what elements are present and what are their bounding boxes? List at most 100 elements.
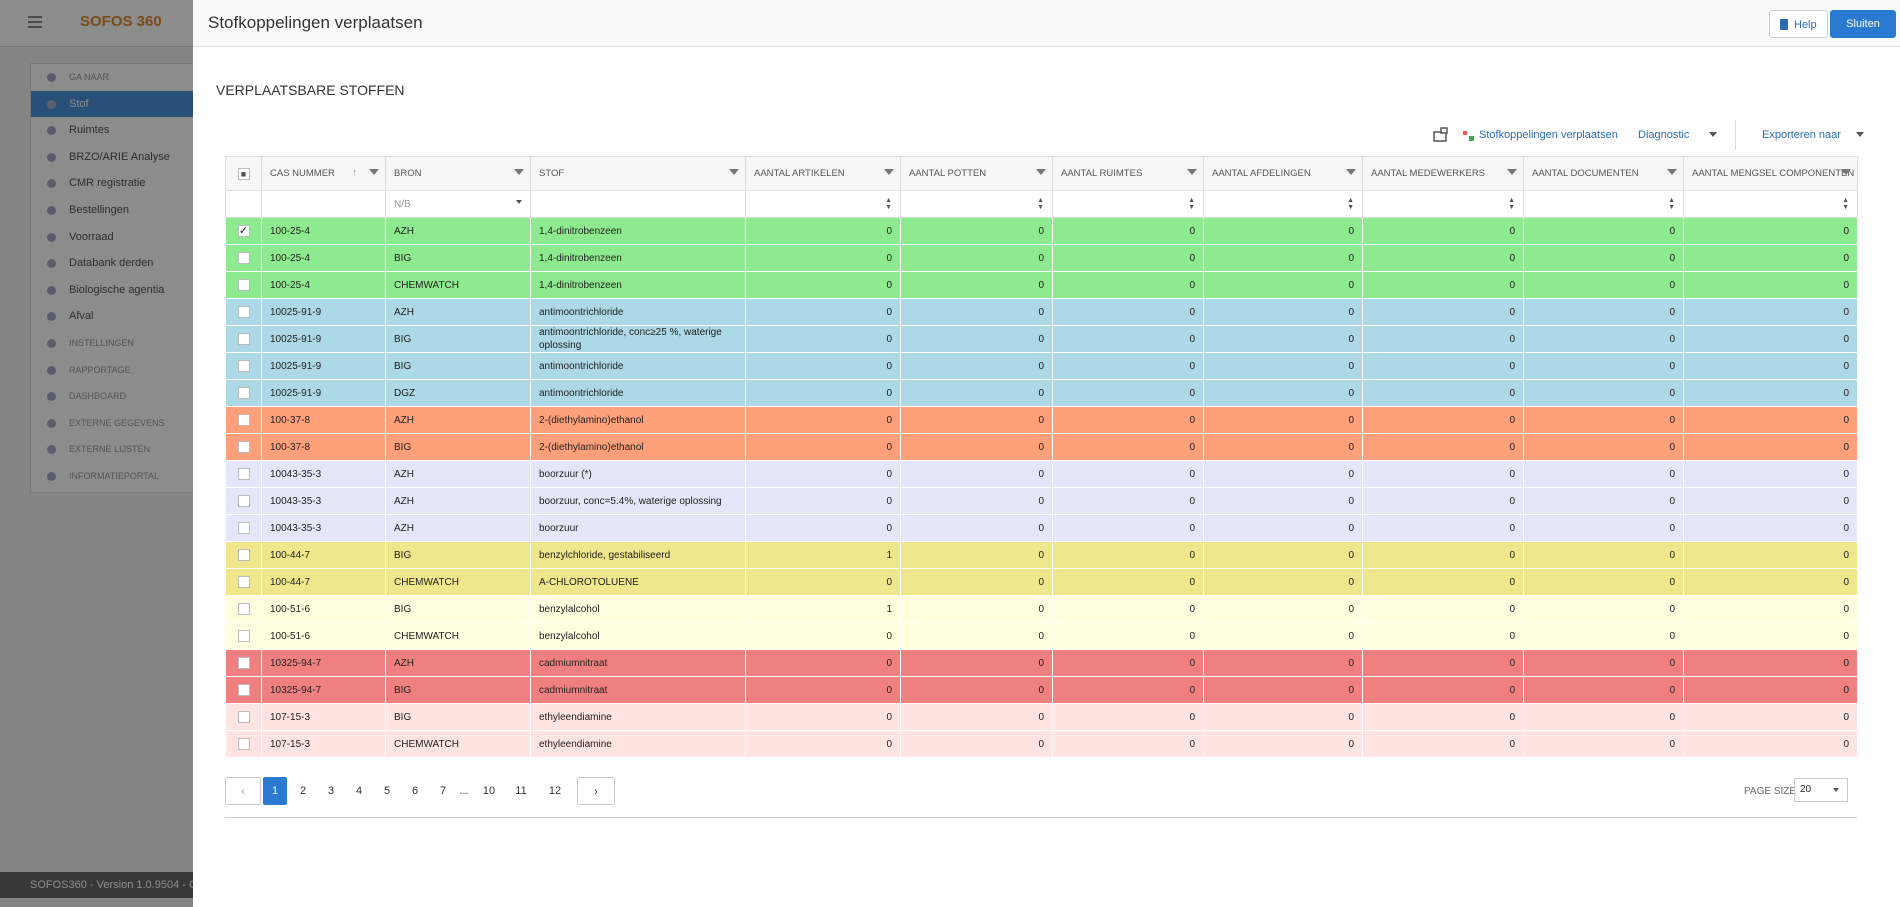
column-header[interactable]: STOF xyxy=(530,156,746,191)
nav-section[interactable]: INSTELLINGEN xyxy=(31,330,231,357)
filter-icon[interactable] xyxy=(1841,169,1851,175)
checkbox[interactable] xyxy=(237,711,250,723)
column-header[interactable]: AANTAL DOCUMENTEN xyxy=(1523,156,1684,191)
column-header[interactable]: AANTAL MENGSEL COMPONENTEN xyxy=(1683,156,1858,191)
layout-icon[interactable] xyxy=(1433,127,1449,143)
filter-cell[interactable]: ▲ ▼ xyxy=(745,190,901,218)
filter-icon[interactable] xyxy=(729,169,739,175)
checkbox[interactable] xyxy=(237,549,250,561)
close-button[interactable]: Sluiten xyxy=(1830,10,1896,38)
row-select[interactable] xyxy=(225,352,262,380)
nav-item[interactable]: Ruimtes xyxy=(31,117,231,144)
row-select[interactable] xyxy=(225,325,262,353)
row-select[interactable]: ✓ xyxy=(225,217,262,245)
column-header[interactable]: AANTAL ARTIKELEN xyxy=(745,156,901,191)
row-select[interactable] xyxy=(225,649,262,677)
filter-cell[interactable]: ▲ ▼ xyxy=(1523,190,1684,218)
checkbox[interactable] xyxy=(237,603,250,615)
row-select[interactable] xyxy=(225,595,262,623)
page-button[interactable]: 5 xyxy=(383,785,391,797)
filter-icon[interactable] xyxy=(1667,169,1677,175)
diagnostic-dropdown[interactable]: Diagnostic xyxy=(1638,129,1690,141)
row-select[interactable] xyxy=(225,568,262,596)
filter-cell[interactable]: ▲ ▼ xyxy=(1683,190,1858,218)
row-select[interactable] xyxy=(225,460,262,488)
column-header[interactable]: AANTAL POTTEN xyxy=(900,156,1053,191)
checkbox[interactable] xyxy=(237,360,250,372)
filter-cell[interactable]: ▲ ▼ xyxy=(900,190,1053,218)
checkbox[interactable] xyxy=(237,522,250,534)
checkbox[interactable] xyxy=(237,684,250,696)
column-header[interactable]: AANTAL RUIMTES xyxy=(1052,156,1204,191)
row-select[interactable] xyxy=(225,244,262,272)
filter-cell[interactable] xyxy=(530,190,746,218)
row-select[interactable] xyxy=(225,514,262,542)
checkbox[interactable] xyxy=(237,306,250,318)
page-button[interactable]: 7 xyxy=(439,785,447,797)
nav-section[interactable]: EXTERNE LIJSTEN xyxy=(31,436,231,463)
page-button[interactable]: 10 xyxy=(482,785,496,797)
page-button[interactable]: 2 xyxy=(299,785,307,797)
page-button[interactable]: 12 xyxy=(548,785,562,797)
page-button[interactable]: 4 xyxy=(355,785,363,797)
checkbox[interactable] xyxy=(237,333,250,345)
nav-section[interactable]: DASHBOARD xyxy=(31,383,231,410)
column-header[interactable]: CAS NUMMER ↑ xyxy=(261,156,386,191)
export-dropdown[interactable]: Exporteren naar xyxy=(1762,129,1841,141)
filter-icon[interactable] xyxy=(369,169,379,175)
page-button[interactable]: 6 xyxy=(411,785,419,797)
next-page[interactable]: › xyxy=(577,777,615,805)
column-header[interactable]: AANTAL AFDELINGEN xyxy=(1203,156,1363,191)
filter-icon[interactable] xyxy=(884,169,894,175)
nav-item[interactable]: Biologische agentia xyxy=(31,277,231,304)
row-select[interactable] xyxy=(225,298,262,326)
row-select[interactable] xyxy=(225,433,262,461)
row-select[interactable] xyxy=(225,487,262,515)
nav-item[interactable]: Afval xyxy=(31,303,231,330)
checkbox[interactable] xyxy=(237,441,250,453)
move-button[interactable]: Stofkoppelingen verplaatsen xyxy=(1479,129,1618,141)
page-button[interactable]: ... xyxy=(459,785,469,797)
page-button[interactable]: 11 xyxy=(515,785,527,797)
nav-item[interactable]: Bestellingen xyxy=(31,197,231,224)
checkbox[interactable] xyxy=(237,252,250,264)
filter-cell[interactable]: ▲ ▼ xyxy=(1203,190,1363,218)
checkbox[interactable] xyxy=(237,387,250,399)
checkbox[interactable] xyxy=(237,468,250,480)
nav-section[interactable]: INFORMATIEPORTAL xyxy=(31,463,231,490)
checkbox[interactable] xyxy=(237,576,250,588)
filter-icon[interactable] xyxy=(1346,169,1356,175)
row-select[interactable] xyxy=(225,730,262,758)
row-select[interactable] xyxy=(225,622,262,650)
filter-cell[interactable] xyxy=(261,190,386,218)
column-header[interactable]: BRON xyxy=(385,156,531,191)
prev-page[interactable]: ‹ xyxy=(225,777,261,805)
page-button[interactable]: 3 xyxy=(327,785,335,797)
filter-icon[interactable] xyxy=(1036,169,1046,175)
row-select[interactable] xyxy=(225,703,262,731)
row-select[interactable] xyxy=(225,406,262,434)
checkbox[interactable] xyxy=(237,279,250,291)
help-button[interactable]: Help xyxy=(1769,10,1828,38)
checkbox[interactable] xyxy=(237,738,250,750)
checkbox[interactable] xyxy=(237,630,250,642)
filter-icon[interactable] xyxy=(1507,169,1517,175)
nav-section[interactable]: EXTERNE GEGEVENS xyxy=(31,410,231,437)
nav-section[interactable]: RAPPORTAGE xyxy=(31,357,231,384)
filter-cell[interactable]: ▲ ▼ xyxy=(1052,190,1204,218)
select-all[interactable]: ■ xyxy=(225,156,262,191)
nav-item[interactable]: Databank derden xyxy=(31,250,231,277)
checkbox[interactable] xyxy=(237,657,250,669)
page-size-select[interactable]: 20 xyxy=(1794,778,1848,802)
row-select[interactable] xyxy=(225,541,262,569)
row-select[interactable] xyxy=(225,271,262,299)
menu-button[interactable] xyxy=(28,16,42,28)
checkbox[interactable] xyxy=(237,495,250,507)
filter-cell[interactable]: N/B xyxy=(385,190,531,218)
filter-icon[interactable] xyxy=(1187,169,1197,175)
nav-item[interactable]: BRZO/ARIE Analyse xyxy=(31,144,231,171)
nav-item[interactable]: Voorraad xyxy=(31,224,231,251)
row-select[interactable] xyxy=(225,676,262,704)
checkbox[interactable]: ✓ xyxy=(237,225,250,237)
column-header[interactable]: AANTAL MEDEWERKERS xyxy=(1362,156,1524,191)
